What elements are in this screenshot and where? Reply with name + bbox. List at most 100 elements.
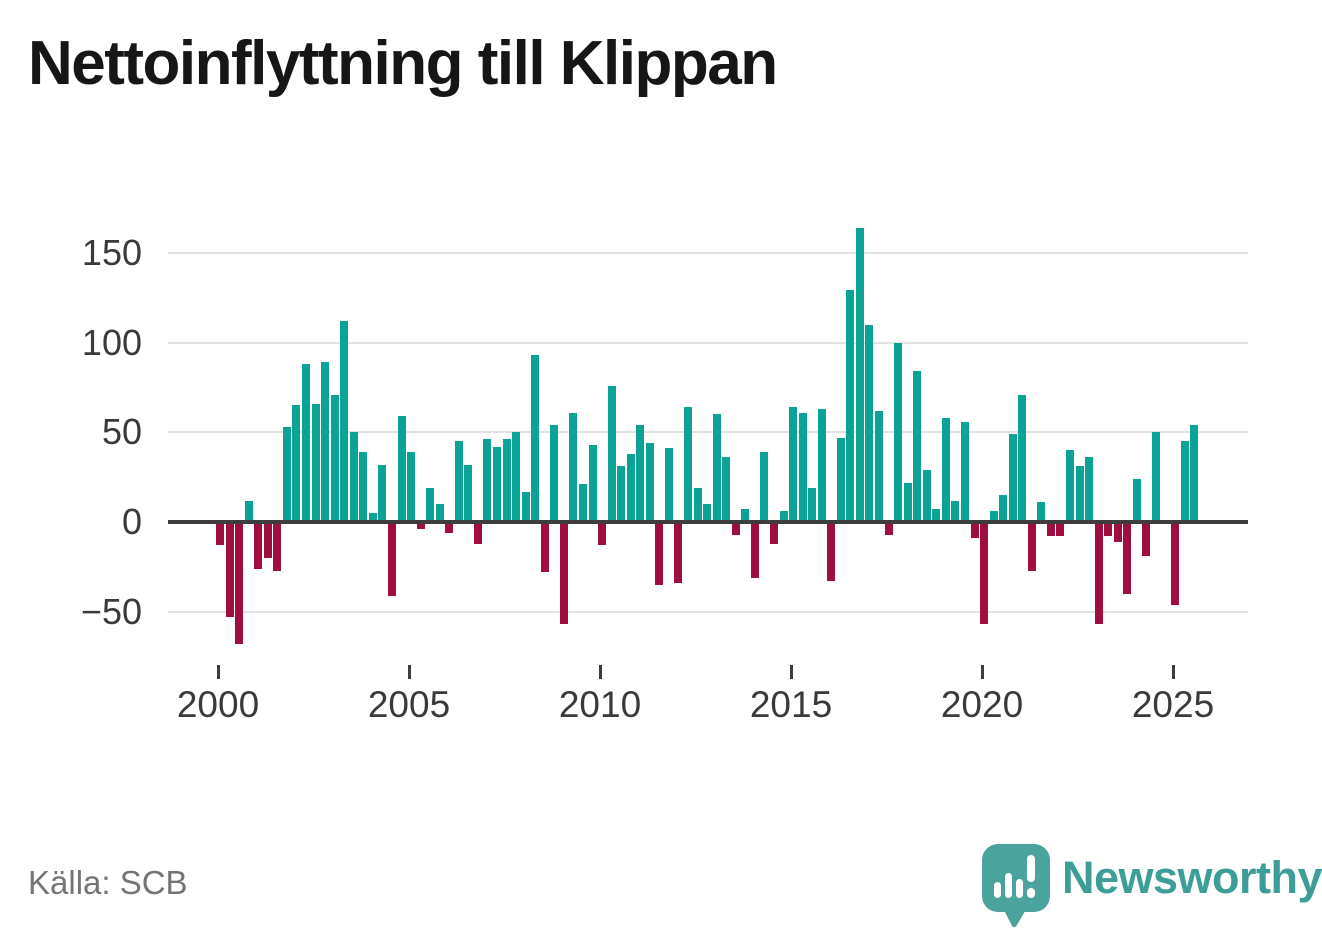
bar-2001-q4 [282, 426, 291, 522]
bar-2004-q2 [378, 464, 387, 522]
bar-2009-q1 [559, 522, 568, 625]
bar-2010-q1 [598, 522, 606, 546]
bar-2018-q2 [913, 371, 922, 522]
bar-2012-q3 [693, 487, 702, 522]
bar-2005-q1 [407, 452, 415, 522]
bar-2013-q2 [722, 457, 731, 522]
bar-2023-q3 [1113, 522, 1122, 542]
bar-2010-q2 [607, 385, 616, 522]
bar-2020-q2 [989, 511, 998, 522]
bar-2010-q3 [617, 466, 626, 522]
bar-2007-q1 [483, 439, 492, 522]
bar-2007-q2 [493, 446, 501, 522]
bar-2005-q4 [435, 504, 444, 522]
x-axis-label-2000: 2000 [176, 684, 260, 725]
bar-2017-q4 [894, 342, 903, 522]
bar-2006-q2 [454, 441, 463, 522]
bar-2022-q3 [1075, 466, 1084, 522]
bar-2024-q2 [1142, 522, 1151, 557]
gridline--50 [168, 610, 1248, 613]
bar-2008-q2 [531, 355, 540, 522]
bar-2002-q1 [292, 405, 301, 522]
bar-2015-q3 [808, 487, 817, 522]
y-axis-label: 100 [81, 321, 142, 363]
bar-2018-q4 [932, 509, 941, 522]
bar-2025-q1 [1171, 522, 1179, 605]
y-axis-label: 150 [81, 231, 142, 273]
bar-2022-q1 [1056, 522, 1065, 537]
bar-2013-q4 [741, 509, 750, 522]
bar-2022-q2 [1066, 450, 1074, 522]
x-axis-tick-2010 [598, 665, 602, 679]
bar-2000-q4 [244, 500, 253, 522]
x-axis-label-2005: 2005 [367, 684, 451, 725]
bar-2001-q1 [254, 522, 263, 569]
y-axis-label: −50 [80, 590, 142, 632]
bar-2021-q3 [1037, 502, 1046, 522]
bar-2006-q4 [473, 522, 482, 544]
bar-2009-q3 [578, 484, 587, 522]
bar-2017-q1 [865, 324, 874, 522]
newsworthy-logo-icon [982, 844, 1050, 928]
x-axis-tick-2005 [407, 665, 411, 679]
y-axis-label: 0 [121, 501, 142, 542]
gridline-150 [168, 251, 1248, 254]
bar-2023-q2 [1104, 522, 1113, 537]
x-axis-label-2010: 2010 [558, 684, 642, 725]
bar-2001-q3 [273, 522, 282, 571]
bar-2024-q1 [1132, 478, 1141, 522]
bar-2019-q2 [951, 500, 960, 522]
bar-2016-q3 [846, 290, 855, 522]
bar-2020-q1 [980, 522, 988, 625]
bar-2014-q3 [769, 522, 778, 544]
bar-2007-q3 [502, 439, 511, 522]
bar-2015-q1 [789, 407, 797, 522]
bar-2005-q3 [426, 487, 435, 522]
bar-2012-q2 [684, 407, 692, 522]
bar-2018-q1 [903, 482, 912, 522]
newsworthy-logo-text: Newsworthy [1062, 852, 1322, 903]
gridline-100 [168, 341, 1248, 344]
bar-2021-q2 [1027, 522, 1036, 571]
bar-2002-q2 [301, 364, 310, 522]
bar-2008-q3 [540, 522, 549, 573]
bar-2006-q3 [464, 464, 473, 522]
bar-2011-q3 [655, 522, 664, 585]
bar-2012-q1 [674, 522, 683, 583]
bar-2018-q3 [922, 469, 931, 522]
bar-2009-q2 [569, 412, 578, 522]
bar-2002-q4 [321, 362, 330, 522]
bar-2025-q3 [1190, 425, 1199, 522]
x-axis-tick-2000 [216, 665, 220, 679]
bar-2019-q4 [970, 522, 979, 539]
bar-2010-q4 [626, 453, 635, 522]
bar-2023-q1 [1094, 522, 1103, 625]
zero-axis-line [168, 520, 1248, 524]
bar-2008-q4 [550, 425, 559, 522]
bar-2003-q3 [349, 432, 358, 523]
x-axis-label-2020: 2020 [940, 684, 1024, 725]
x-axis-tick-2015 [789, 665, 793, 679]
bar-2001-q2 [263, 522, 272, 558]
y-axis-label: 50 [101, 411, 142, 453]
newsworthy-logo: Newsworthy [980, 842, 1322, 934]
bar-2006-q1 [445, 522, 454, 533]
bar-2014-q1 [750, 522, 759, 578]
bar-2003-q4 [359, 452, 368, 522]
bar-2019-q1 [941, 417, 950, 522]
bar-2002-q3 [311, 403, 320, 522]
x-axis-label-2015: 2015 [749, 684, 833, 725]
bar-2011-q1 [636, 425, 645, 522]
bar-2014-q2 [760, 452, 769, 522]
bar-2020-q4 [1008, 434, 1017, 522]
bar-2022-q4 [1085, 457, 1094, 522]
bar-2000-q2 [225, 522, 234, 618]
bar-2023-q4 [1123, 522, 1132, 594]
bar-2016-q2 [836, 437, 845, 522]
x-axis-tick-2020 [980, 665, 984, 679]
bar-2011-q4 [664, 448, 673, 522]
bar-2007-q4 [512, 432, 520, 523]
x-axis-tick-2025 [1171, 665, 1175, 679]
gridline-50 [168, 431, 1248, 434]
